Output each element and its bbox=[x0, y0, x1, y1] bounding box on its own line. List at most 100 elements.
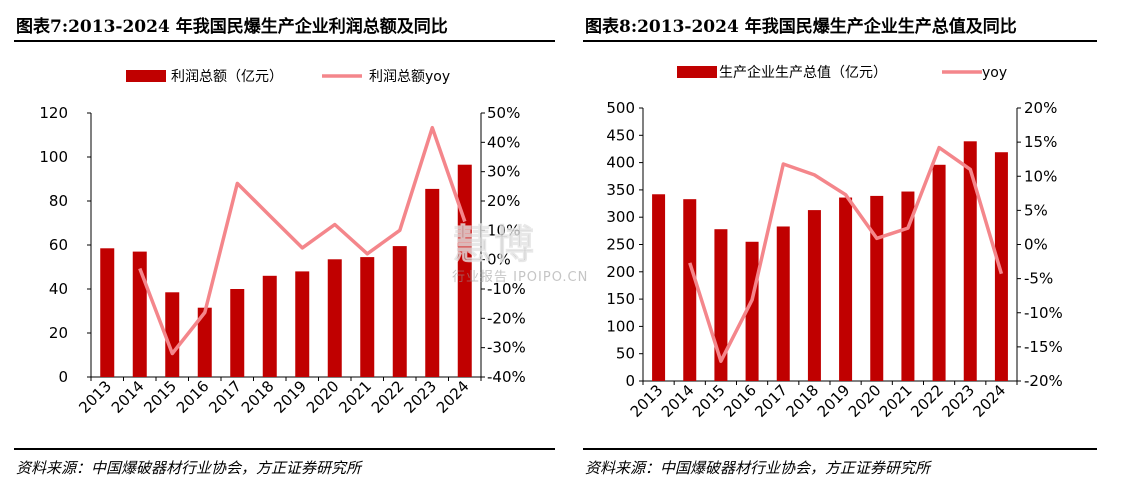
x-tick-label: 2022 bbox=[368, 377, 408, 417]
y-left-tick-label: 200 bbox=[606, 263, 635, 281]
bar bbox=[963, 141, 977, 381]
source-divider bbox=[583, 448, 1097, 450]
y-left-tick-label: 80 bbox=[49, 192, 68, 210]
y-right-tick-label: 10% bbox=[487, 221, 520, 239]
y-left-tick-label: 120 bbox=[39, 104, 68, 122]
legend-label-line: yoy bbox=[982, 65, 1007, 81]
x-tick-label: 2016 bbox=[720, 381, 760, 421]
x-tick-label: 2023 bbox=[400, 377, 440, 417]
bar bbox=[807, 210, 821, 381]
title-divider bbox=[583, 40, 1097, 42]
legend-label-bar: 利润总额（亿元） bbox=[171, 69, 283, 85]
bar bbox=[839, 197, 853, 381]
bar bbox=[901, 191, 915, 381]
y-right-tick-label: -10% bbox=[487, 280, 526, 298]
source-note: 资料来源：中国爆破器材行业协会，方正证券研究所 bbox=[16, 459, 362, 477]
x-tick-label: 2023 bbox=[938, 381, 978, 421]
x-tick-label: 2014 bbox=[108, 377, 148, 417]
y-left-tick-label: 100 bbox=[606, 317, 635, 335]
y-left-tick-label: 40 bbox=[49, 280, 68, 298]
x-tick-label: 2021 bbox=[335, 377, 375, 417]
bar bbox=[262, 275, 277, 377]
bar bbox=[870, 195, 884, 381]
y-left-tick-label: 100 bbox=[39, 148, 68, 166]
bar bbox=[745, 241, 759, 381]
x-tick-label: 2022 bbox=[907, 381, 947, 421]
y-right-tick-label: 5% bbox=[1024, 201, 1048, 219]
legend-label-bar: 生产企业生产总值（亿元） bbox=[719, 64, 887, 81]
bar bbox=[360, 257, 375, 377]
y-right-tick-label: 40% bbox=[487, 133, 520, 151]
legend-bar-swatch bbox=[677, 66, 717, 78]
x-tick-label: 2020 bbox=[845, 381, 885, 421]
chart-title: 图表7:2013-2024 年我国民爆生产企业利润总额及同比 bbox=[16, 17, 448, 37]
profit-chart: 0 20 40 60 80 100 120 -40% -30% -20% -10% 0% 10% 20% 3… bbox=[39, 69, 526, 417]
x-tick-label: 2018 bbox=[783, 381, 823, 421]
y-right-tick-label: -20% bbox=[487, 309, 526, 327]
y-right-tick-label: -15% bbox=[1024, 338, 1063, 356]
y-left-tick-label: 60 bbox=[49, 236, 68, 254]
y-right-tick-label: 0% bbox=[1024, 236, 1048, 254]
bar bbox=[392, 246, 407, 377]
x-tick-label: 2015 bbox=[140, 377, 180, 417]
legend-label-line: 利润总额yoy bbox=[369, 69, 450, 85]
x-tick-label: 2018 bbox=[238, 377, 278, 417]
y-right-tick-label: -10% bbox=[1024, 304, 1063, 322]
source-note: 资料来源：中国爆破器材行业协会，方正证券研究所 bbox=[585, 459, 931, 477]
y-left-tick-label: 400 bbox=[606, 154, 635, 172]
y-left-tick-label: 20 bbox=[49, 324, 68, 342]
bar bbox=[132, 251, 147, 377]
x-tick-label: 2019 bbox=[270, 377, 310, 417]
y-left-tick-label: 300 bbox=[606, 208, 635, 226]
bar bbox=[932, 164, 946, 381]
bar bbox=[295, 271, 310, 377]
y-right-tick-label: -20% bbox=[1024, 372, 1063, 390]
chart-panel-output: 图表8:2013-2024 年我国民爆生产企业生产总值及同比 0 50 100 150… bbox=[583, 0, 1121, 500]
bar bbox=[327, 259, 342, 377]
y-right-tick-label: 10% bbox=[1024, 167, 1057, 185]
y-right-tick-label: -30% bbox=[487, 339, 526, 357]
x-tick-label: 2015 bbox=[689, 381, 729, 421]
chart-title: 图表8:2013-2024 年我国民爆生产企业生产总值及同比 bbox=[585, 17, 1017, 37]
y-left-tick-label: 350 bbox=[606, 181, 635, 199]
y-left-tick-label: 500 bbox=[606, 99, 635, 117]
bar bbox=[652, 194, 666, 381]
x-tick-label: 2013 bbox=[75, 377, 115, 417]
bar bbox=[683, 199, 697, 381]
x-tick-label: 2019 bbox=[814, 381, 854, 421]
bar bbox=[994, 152, 1008, 381]
output-chart: 0 50 100 150 200 250 300 350 400 450 500 -20% -15% -1… bbox=[606, 64, 1063, 421]
y-left-tick-label: 0 bbox=[625, 372, 635, 390]
y-right-tick-label: 15% bbox=[1024, 133, 1057, 151]
y-right-tick-label: 20% bbox=[1024, 99, 1057, 117]
x-tick-label: 2017 bbox=[205, 377, 245, 417]
y-left-tick-label: 0 bbox=[58, 368, 68, 386]
legend-bar-swatch bbox=[126, 70, 166, 82]
bar bbox=[776, 226, 790, 381]
x-tick-label: 2017 bbox=[751, 381, 791, 421]
x-tick-label: 2014 bbox=[658, 381, 698, 421]
x-tick-label: 2024 bbox=[970, 381, 1010, 421]
y-right-tick-label: 0% bbox=[487, 251, 511, 269]
y-left-tick-label: 250 bbox=[606, 236, 635, 254]
bar bbox=[714, 229, 728, 381]
source-divider bbox=[14, 448, 555, 450]
bar bbox=[457, 164, 472, 377]
chart-panel-profit: 图表7:2013-2024 年我国民爆生产企业利润总额及同比 0 20 40 60 80… bbox=[0, 0, 555, 500]
y-right-tick-label: 30% bbox=[487, 163, 520, 181]
y-left-tick-label: 150 bbox=[606, 290, 635, 308]
x-tick-label: 2024 bbox=[433, 377, 473, 417]
y-left-tick-label: 50 bbox=[616, 345, 635, 363]
title-divider bbox=[14, 40, 555, 42]
y-right-tick-label: 50% bbox=[487, 104, 520, 122]
x-tick-label: 2016 bbox=[173, 377, 213, 417]
bar bbox=[197, 307, 212, 377]
y-right-tick-label: -40% bbox=[487, 368, 526, 386]
bar bbox=[425, 188, 440, 377]
x-tick-label: 2021 bbox=[876, 381, 916, 421]
y-right-tick-label: 20% bbox=[487, 192, 520, 210]
bar bbox=[165, 292, 180, 377]
x-tick-label: 2020 bbox=[303, 377, 343, 417]
bar bbox=[100, 248, 115, 377]
bar bbox=[230, 289, 245, 377]
